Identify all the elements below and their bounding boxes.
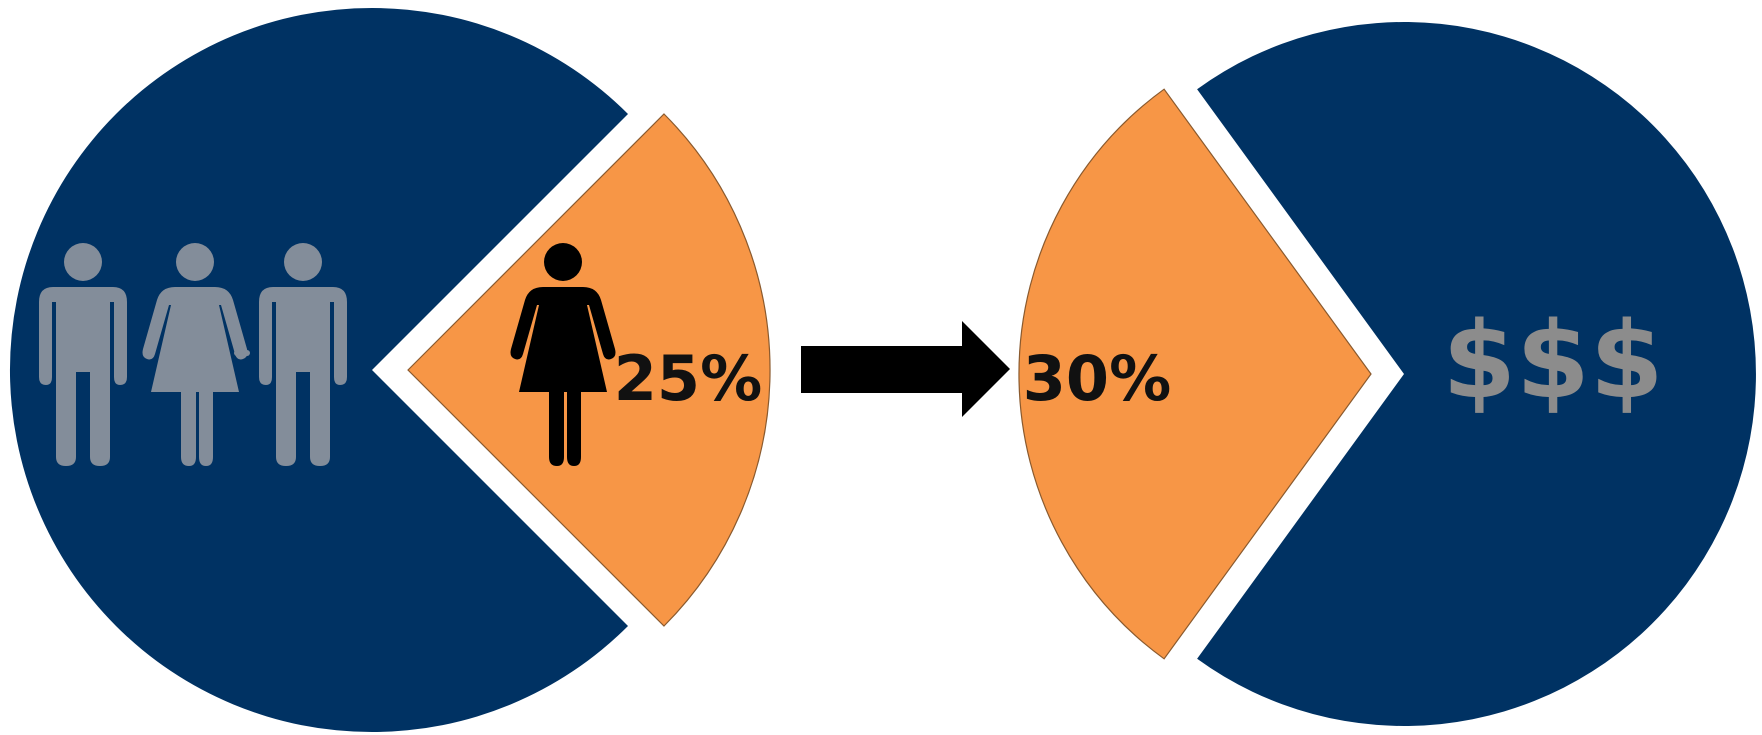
right-pie: 30% $$$: [1018, 22, 1756, 726]
people-group-icon: [39, 243, 347, 466]
left-pie: 25%: [9, 7, 771, 733]
right-pie-percent-label: 30%: [1023, 342, 1171, 415]
right-pie-slice-major: [1197, 22, 1756, 726]
left-pie-percent-label: 25%: [614, 342, 762, 415]
right-arrow-icon: [801, 321, 1010, 417]
dollar-signs-label: $$$: [1442, 299, 1663, 422]
held-hands-icon: [234, 350, 250, 356]
right-pie-slice-highlight: [1018, 88, 1372, 660]
